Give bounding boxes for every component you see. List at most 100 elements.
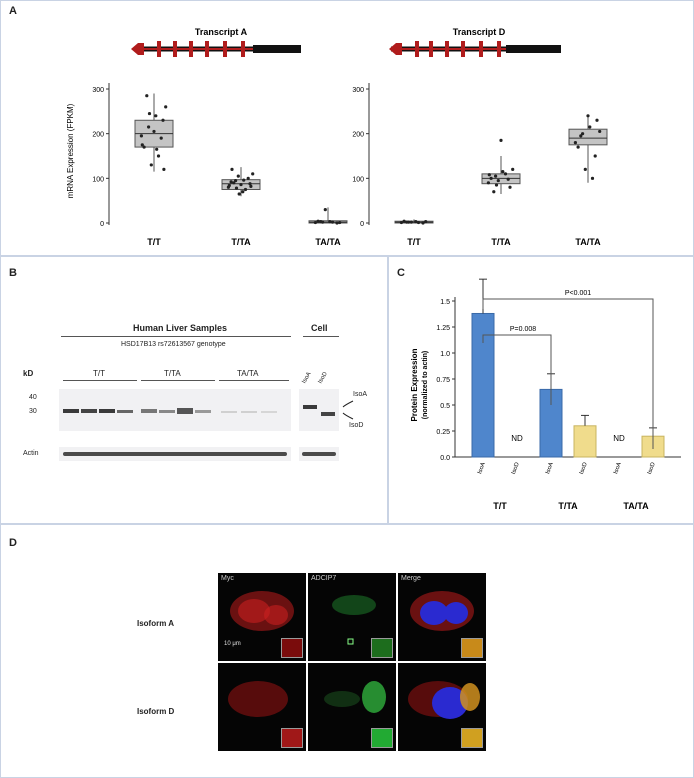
column-label-adcip7: ADCIP7 xyxy=(311,575,337,582)
panel-a: A Transcript A Transcri xyxy=(0,0,694,256)
y-tick-label: 300 xyxy=(92,87,104,94)
data-point xyxy=(583,167,587,171)
group-label: T/T xyxy=(493,501,507,511)
data-point xyxy=(586,114,590,118)
data-point xyxy=(581,132,585,136)
data-point xyxy=(227,183,231,188)
image-isod-myc xyxy=(218,663,306,751)
western-blot-main xyxy=(59,389,291,431)
genotype-t-t: T/T xyxy=(93,369,105,378)
data-point xyxy=(487,173,491,177)
panel-a-ylabel: mRNA Expression (FPKM) xyxy=(66,103,75,198)
data-point xyxy=(424,220,428,224)
bar-label: IsoD xyxy=(579,461,589,475)
data-point xyxy=(159,136,163,140)
panel-d-label: D xyxy=(9,537,17,549)
y-tick-label: 100 xyxy=(352,176,364,183)
bar-label: IsoA xyxy=(545,462,555,475)
y-tick-label: 300 xyxy=(352,87,364,94)
data-point xyxy=(162,167,166,171)
cell-label: Cell xyxy=(311,323,328,333)
data-point xyxy=(323,208,327,212)
transcript-d-title: Transcript D xyxy=(453,27,506,37)
data-point xyxy=(328,220,332,224)
bar-label: IsoD xyxy=(511,461,521,475)
kd-label: kD xyxy=(23,369,34,378)
x-category-label: TA/TA xyxy=(315,237,341,247)
row-label-isoform-a: Isoform A xyxy=(137,619,175,628)
data-point xyxy=(319,220,323,224)
data-point xyxy=(154,114,158,118)
column-label-merge: Merge xyxy=(401,575,421,582)
bar-chart-ylabel: Protein Expression xyxy=(410,348,419,421)
data-point xyxy=(501,170,505,174)
genotype-rule-1 xyxy=(63,380,137,381)
data-point xyxy=(139,134,143,138)
scale-bar-label: 10 μm xyxy=(224,641,241,647)
data-point xyxy=(511,167,515,171)
data-point xyxy=(249,184,253,188)
data-point xyxy=(593,154,597,158)
column-label-myc: Myc xyxy=(221,575,234,582)
data-point xyxy=(330,220,335,224)
data-point xyxy=(573,141,578,145)
blot-heading-rule xyxy=(61,336,291,337)
panel-b: B Human Liver Samples HSD17B13 rs7261356… xyxy=(0,256,388,524)
data-point xyxy=(234,186,239,190)
data-point xyxy=(234,178,238,183)
inset-isoa-myc xyxy=(281,638,303,658)
data-point xyxy=(236,174,240,178)
pvalue-narrow: P=0.008 xyxy=(510,326,536,333)
data-point xyxy=(239,182,243,187)
data-point xyxy=(494,183,499,187)
data-point xyxy=(405,220,409,224)
data-point xyxy=(152,129,156,134)
x-category-label: T/TA xyxy=(231,237,251,247)
significance-bracket-narrow xyxy=(482,334,552,405)
data-point xyxy=(595,118,599,122)
data-point xyxy=(316,219,320,223)
data-point xyxy=(147,111,152,116)
y-tick-label: 100 xyxy=(92,176,104,183)
bar xyxy=(471,312,495,458)
x-category-label: T/T xyxy=(407,237,421,247)
transcript-a-title: Transcript A xyxy=(195,27,248,37)
actin-blot-main xyxy=(59,447,291,461)
blot-bands xyxy=(63,408,277,414)
bar-chart-ylabel-2: (normalized to actin) xyxy=(422,351,429,419)
x-category-label: T/TA xyxy=(491,237,511,247)
data-point xyxy=(598,129,602,134)
inset-isoa-merge xyxy=(461,638,483,658)
image-isod-adcip7 xyxy=(308,663,396,751)
bar xyxy=(573,425,597,458)
cell-lane-isod: IsoD xyxy=(317,371,329,385)
data-point xyxy=(399,220,403,225)
image-isoa-myc: Myc 10 μm xyxy=(218,573,306,661)
data-point xyxy=(248,182,252,186)
y-tick-label: 0 xyxy=(100,221,104,228)
image-isoa-adcip7: ADCIP7 xyxy=(308,573,396,661)
data-point xyxy=(590,176,595,180)
data-point xyxy=(164,105,168,109)
y-tick-label: 1.5 xyxy=(440,299,450,306)
data-point xyxy=(232,181,236,185)
panel-c-label: C xyxy=(397,267,405,279)
y-tick-label: 0.25 xyxy=(436,429,450,436)
data-point xyxy=(156,154,161,158)
data-point xyxy=(155,147,159,151)
panel-a-charts: Transcript A Transcript D mRNA Expressio… xyxy=(66,27,608,247)
data-point xyxy=(496,178,500,183)
data-point xyxy=(486,181,490,185)
y-tick-label: 0 xyxy=(360,221,364,228)
data-point xyxy=(494,174,498,178)
actin-label: Actin xyxy=(23,450,39,457)
data-point xyxy=(579,134,583,138)
y-tick-label: 1.25 xyxy=(436,325,450,332)
nd-label: ND xyxy=(613,434,625,443)
y-tick-label: 200 xyxy=(92,132,104,139)
data-point xyxy=(149,163,153,167)
y-tick-label: 0.5 xyxy=(440,403,450,410)
band-arrows xyxy=(342,400,354,420)
data-point xyxy=(145,94,149,98)
data-point xyxy=(142,145,146,149)
